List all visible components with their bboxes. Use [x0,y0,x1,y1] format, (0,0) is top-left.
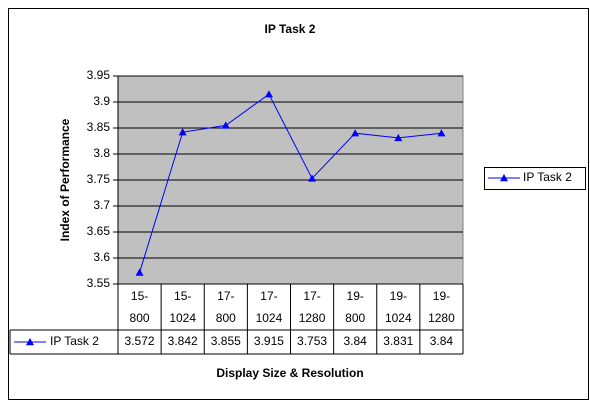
legend-box [484,167,586,190]
x-tick-label-box: 17-1280 [298,289,326,325]
marker [264,90,273,98]
table-value: 3.855 [211,334,241,348]
y-tick-label: 3.7 [93,198,110,212]
y-tick-label: 3.85 [87,120,111,134]
x-tick-label-box: 19-800 [345,289,366,325]
table-value: 3.753 [297,334,327,348]
x-tick-label-box: 19-1024 [384,289,412,325]
x-axis-title: Display Size & Resolution [216,366,363,380]
y-tick-label: 3.65 [87,224,111,238]
x-tick-label: 15-1024 [169,289,197,325]
y-tick-label: 3.6 [93,250,110,264]
marker [308,174,317,182]
x-tick-label-box: 15-800 [129,289,150,325]
table-value: 3.84 [430,334,454,348]
series-line [139,93,442,273]
x-tick-label-box: 19-1280 [428,289,455,325]
table-value: 3.831 [383,334,413,348]
table-value: 3.842 [168,334,198,348]
marker [351,129,360,137]
y-tick-label: 3.8 [93,146,110,160]
table-legend-marker [26,338,34,346]
marker [394,133,403,142]
table-row-header: IP Task 2 [50,334,99,348]
y-tick-label: 3.55 [87,276,111,290]
legend-marker [500,174,508,182]
x-tick-label: 17-1280 [298,289,326,325]
marker [221,121,230,129]
x-tick-label-box: 17-1024 [255,289,283,325]
x-tick-label-box: 17-800 [215,289,236,325]
marker [178,128,187,136]
x-tick-label-box: 15-1024 [169,289,197,325]
chart-title: IP Task 2 [265,22,316,36]
table-value: 3.84 [344,334,368,348]
x-tick-label: 19-1280 [428,289,455,325]
x-tick-label: 15-800 [129,289,150,325]
x-tick-label: 19-1024 [384,289,412,325]
x-tick-label: 17-1024 [255,289,283,325]
table-value: 3.572 [125,334,155,348]
y-axis-title: Index of Performance [58,118,72,241]
x-tick-label: 17-800 [215,289,236,325]
marker [135,268,144,276]
table-value: 3.915 [254,334,284,348]
x-tick-label: 19-800 [345,289,366,325]
y-tick-label: 3.95 [87,68,111,82]
marker [437,129,446,137]
legend-label: IP Task 2 [523,170,572,184]
y-tick-label: 3.75 [87,172,111,186]
y-tick-label: 3.9 [93,94,110,108]
